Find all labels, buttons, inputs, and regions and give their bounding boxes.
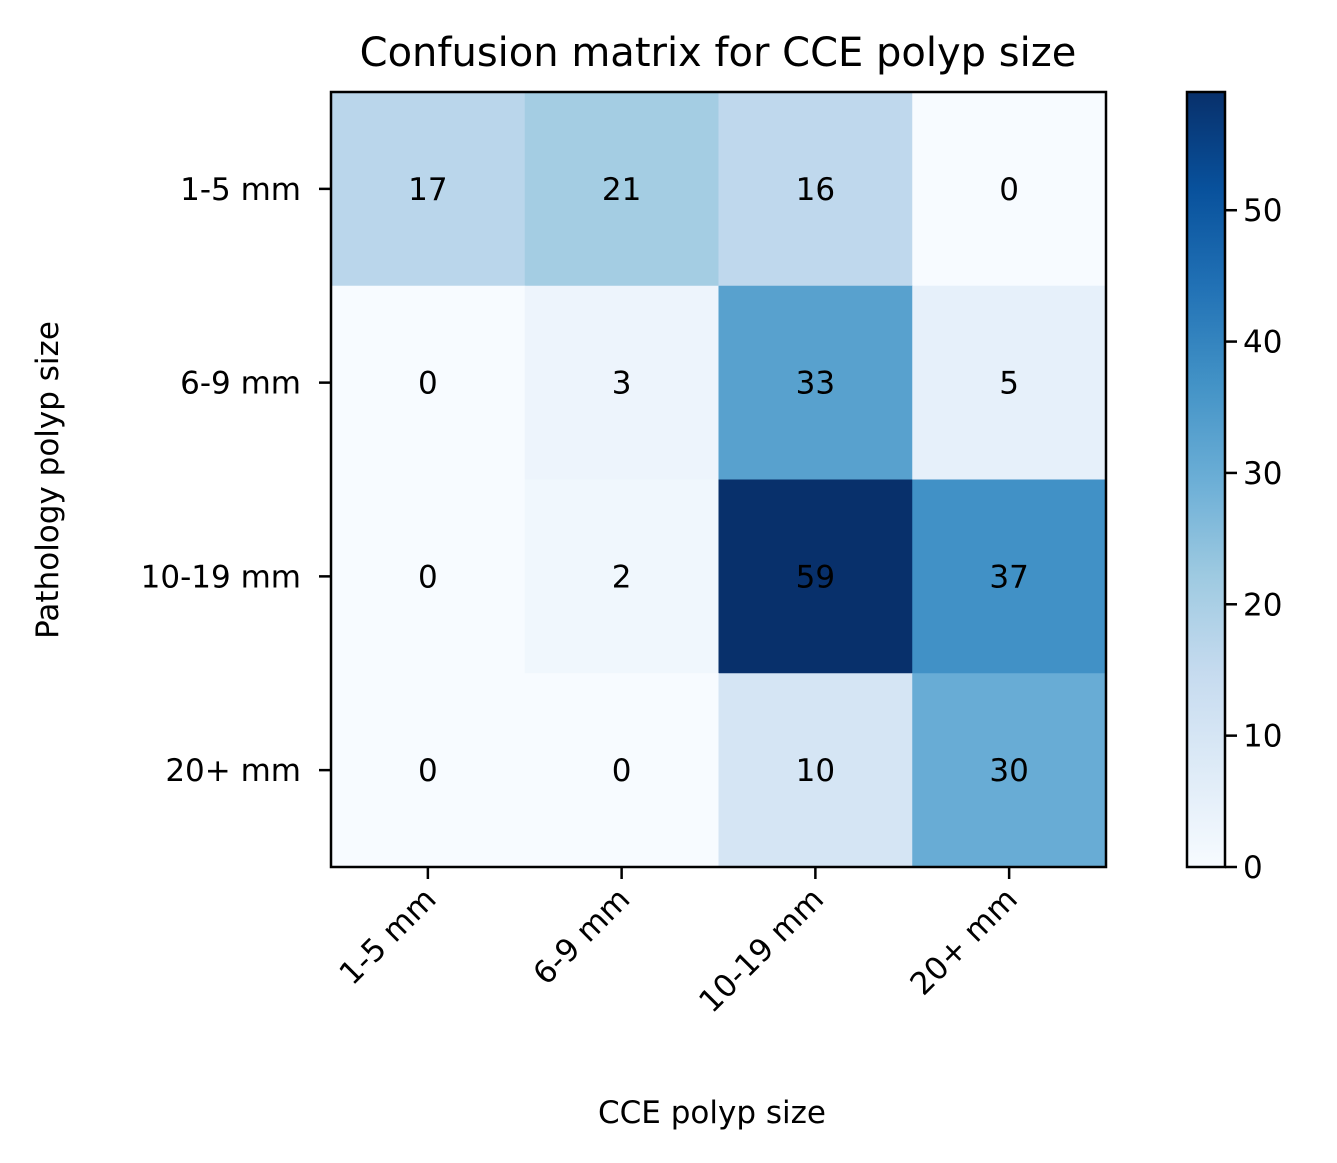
heatmap-cell: [331, 92, 526, 287]
heatmap-cell: [524, 285, 719, 480]
heatmap-cell-labels: 17 21 16 00 3 33 50 2 59 370 0 10 30: [408, 172, 1029, 789]
heatmap-cell: [331, 285, 526, 480]
cell-value-label: 21: [602, 172, 641, 208]
x-tick-label: 10-19 mm: [692, 881, 831, 1020]
cell-value-label: 0: [418, 366, 438, 402]
cell-value-label: 5: [999, 366, 1019, 402]
heatmap-cell: [331, 479, 526, 674]
heatmap-cell: [912, 479, 1107, 674]
cell-value-label: 0: [418, 559, 438, 595]
colorbar-tick-label: 0: [1243, 850, 1263, 886]
heatmap-cell: [524, 673, 719, 868]
colorbar-tick-label: 20: [1243, 587, 1282, 623]
plot-frame: [329, 90, 1108, 869]
colorbar-tick-label: 10: [1243, 719, 1282, 755]
heatmap-cell: [524, 479, 719, 674]
cell-value-label: 0: [999, 172, 1019, 208]
colorbar: [1185, 90, 1227, 869]
cell-value-label: 0: [418, 753, 438, 789]
heatmap-cell: [524, 92, 719, 287]
y-tick-label: 10-19 mm: [141, 559, 301, 595]
cell-value-label: 59: [796, 559, 835, 595]
cell-value-label: 3: [612, 366, 632, 402]
heatmap-cell: [718, 479, 913, 674]
y-axis-label: Pathology polyp size: [30, 321, 66, 639]
heatmap-cell: [912, 92, 1107, 287]
colorbar-tick-label: 30: [1243, 456, 1282, 492]
heatmap-cells: [331, 92, 1107, 868]
cell-value-label: 37: [989, 559, 1028, 595]
y-tick-label: 6-9 mm: [180, 366, 301, 402]
cell-value-label: 10: [796, 753, 835, 789]
heatmap-cell: [718, 285, 913, 480]
x-tick-label: 6-9 mm: [526, 881, 637, 992]
chart-title: Confusion matrix for CCE polyp size: [360, 30, 1077, 76]
cell-value-label: 0: [612, 753, 632, 789]
colorbar-tick-label: 40: [1243, 325, 1282, 361]
colorbar-ticks: 0 10 20 30 40 50: [1225, 193, 1282, 886]
y-axis-ticks: 1-5 mm 6-9 mm 10-19 mm 20+ mm: [141, 172, 331, 789]
heatmap-cell: [718, 92, 913, 287]
heatmap-cell: [331, 673, 526, 868]
x-axis-ticks: 1-5 mm 6-9 mm 10-19 mm 20+ mm: [333, 867, 1025, 1020]
y-tick-label: 1-5 mm: [180, 172, 301, 208]
colorbar-tick-label: 50: [1243, 193, 1282, 229]
y-tick-label: 20+ mm: [165, 753, 301, 789]
heatmap-cell: [912, 285, 1107, 480]
x-tick-label: 1-5 mm: [333, 881, 444, 992]
cell-value-label: 16: [796, 172, 835, 208]
cell-value-label: 2: [612, 559, 632, 595]
cell-value-label: 33: [796, 366, 835, 402]
x-axis-label: CCE polyp size: [598, 1095, 826, 1131]
cell-value-label: 30: [989, 753, 1028, 789]
cell-value-label: 17: [408, 172, 447, 208]
heatmap-cell: [912, 673, 1107, 868]
x-tick-label: 20+ mm: [903, 881, 1024, 1002]
heatmap-cell: [718, 673, 913, 868]
